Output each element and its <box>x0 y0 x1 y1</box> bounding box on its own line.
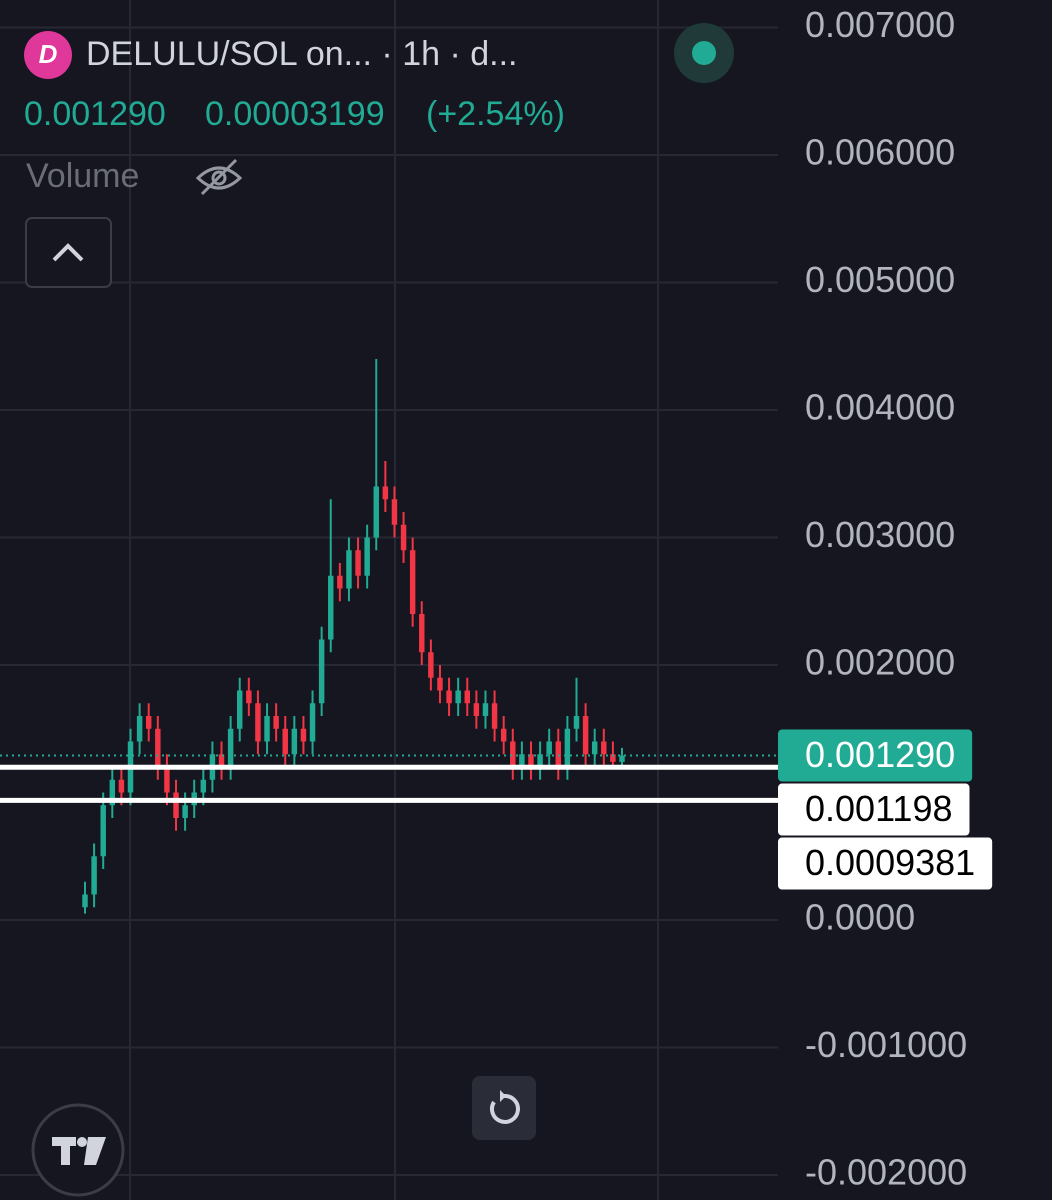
candle-body <box>182 805 188 818</box>
price-label-box <box>778 729 973 782</box>
candle-body <box>337 575 343 589</box>
candle-body <box>482 703 489 716</box>
candle-body <box>619 755 625 762</box>
y-tick-label: -0.002000 <box>805 1152 967 1193</box>
candle-body <box>291 728 298 755</box>
y-tick-label: 0.007000 <box>805 4 955 45</box>
candle-body <box>255 703 261 742</box>
candle-body <box>118 779 125 793</box>
candle-body <box>564 728 571 767</box>
candle-body <box>446 690 452 704</box>
volume-label: Volume <box>26 157 139 195</box>
reset-button[interactable] <box>472 1076 536 1140</box>
candle-body <box>591 741 598 755</box>
y-tick-label: 0.004000 <box>805 387 955 428</box>
candle-body <box>145 715 152 729</box>
y-tick-label: 0.0000 <box>805 897 915 938</box>
price-label: 0.001290 <box>805 734 955 775</box>
candle-body <box>464 690 471 704</box>
candle-body <box>510 741 516 767</box>
candle-body <box>200 779 207 793</box>
candle-body <box>500 728 507 742</box>
candle-body <box>373 486 379 538</box>
candle-body <box>473 703 480 716</box>
candle-body <box>519 754 525 767</box>
candle-body <box>355 550 361 576</box>
collapse-icon <box>52 243 84 262</box>
candle-body <box>555 741 562 767</box>
collapse-button[interactable] <box>25 217 112 288</box>
candle-body <box>309 703 316 742</box>
candle-body <box>437 677 443 691</box>
candle-body <box>155 728 161 767</box>
price-axis: 0.007000 0.006000 0.005000 0.004000 0.003000… <box>778 4 993 1193</box>
candle-body <box>318 639 325 704</box>
candle-body <box>546 741 552 755</box>
y-tick-label: 0.005000 <box>805 259 955 300</box>
hide-volume-icon[interactable] <box>195 158 243 196</box>
candle-body <box>300 728 307 742</box>
candle-body <box>364 537 370 576</box>
symbol-title: DELULU/SOL on... · 1h · d... <box>86 35 517 73</box>
price-label-box <box>778 837 993 890</box>
candle-body <box>328 575 334 640</box>
candle-body <box>382 486 389 500</box>
price-change-percent: (+2.54%) <box>426 95 565 133</box>
y-tick-label: 0.003000 <box>805 514 955 555</box>
candle-body <box>91 856 97 895</box>
tradingview-logo <box>52 1137 106 1165</box>
candle-body <box>246 690 252 704</box>
candle-body <box>273 715 279 729</box>
candle-body <box>573 715 580 729</box>
status-indicator <box>692 41 716 65</box>
reset-icon <box>490 1093 520 1124</box>
candle-body <box>82 894 88 908</box>
token-logo-letter: D <box>39 39 58 69</box>
candle-body <box>218 754 225 767</box>
candle-body <box>173 792 179 818</box>
candle-body <box>582 715 589 755</box>
y-tick-label: -0.001000 <box>805 1024 967 1065</box>
candle-body <box>400 524 407 551</box>
candle-body <box>164 766 170 793</box>
y-tick-label: 0.006000 <box>805 132 955 173</box>
candle-body <box>491 703 498 729</box>
candle-body <box>236 690 243 729</box>
y-tick-label: 0.002000 <box>805 642 955 683</box>
price-label: 0.001198 <box>805 788 952 829</box>
candle-body <box>419 613 425 653</box>
candle-body <box>109 779 116 806</box>
candle-body <box>136 715 143 742</box>
last-price: 0.001290 <box>24 95 166 133</box>
candle-body <box>428 652 434 678</box>
candle-body <box>455 690 461 704</box>
candle-body <box>264 715 270 742</box>
candle-body <box>610 754 616 762</box>
candle-body <box>346 550 352 589</box>
candle-body <box>100 805 106 857</box>
token-logo <box>24 31 72 79</box>
candle-body <box>409 550 416 614</box>
grid <box>0 0 778 1200</box>
candle-body <box>227 728 234 767</box>
price-label-box <box>778 783 970 836</box>
price-change: 0.00003199 <box>205 95 385 133</box>
candle-body <box>601 741 607 755</box>
price-label: 0.0009381 <box>805 842 975 883</box>
candle-body <box>391 499 398 525</box>
tradingview-logo-bg[interactable] <box>31 1103 125 1197</box>
reset-icon-arrow <box>500 1090 506 1102</box>
plot <box>0 359 778 914</box>
candle-body <box>528 754 534 767</box>
candle-body <box>537 754 543 767</box>
candle-body <box>282 728 288 755</box>
